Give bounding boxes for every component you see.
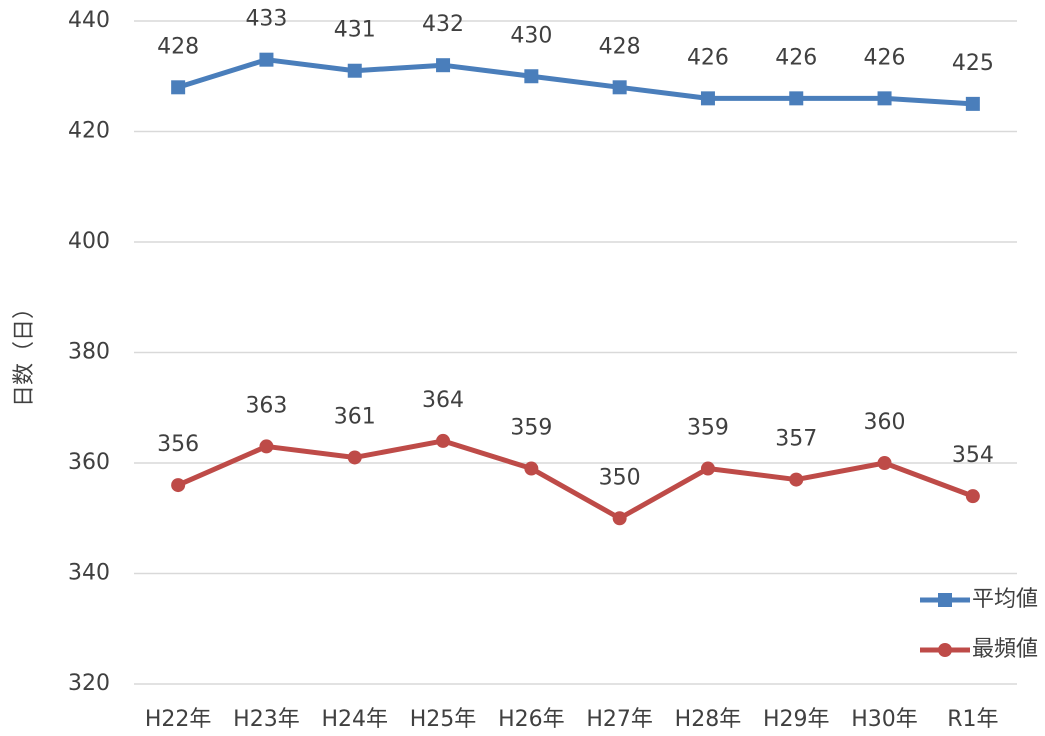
data-point <box>877 91 892 106</box>
data-point <box>700 91 715 106</box>
data-label: 360 <box>864 410 906 435</box>
data-label: 425 <box>952 51 994 76</box>
data-point <box>436 433 451 448</box>
data-label: 364 <box>422 388 464 413</box>
data-label: 426 <box>687 45 729 70</box>
y-tick-label: 360 <box>68 450 110 475</box>
legend-marker <box>938 643 952 657</box>
data-label: 428 <box>599 34 641 59</box>
y-tick-label: 420 <box>68 119 110 144</box>
y-axis-label: 日数（日） <box>12 297 37 407</box>
data-point <box>259 52 274 67</box>
x-tick-label: H23年 <box>233 707 300 732</box>
data-label: 357 <box>775 427 817 452</box>
data-label: 426 <box>864 45 906 70</box>
data-point <box>965 489 980 504</box>
data-label: 431 <box>334 18 376 43</box>
data-point <box>877 456 892 470</box>
data-point <box>965 96 980 111</box>
data-label: 428 <box>157 34 199 59</box>
x-tick-label: H27年 <box>586 707 653 732</box>
data-point <box>524 461 539 476</box>
data-label: 354 <box>952 443 994 468</box>
data-label: 359 <box>687 416 729 441</box>
data-point <box>612 80 627 95</box>
data-point <box>700 461 715 476</box>
data-point <box>436 58 451 73</box>
x-tick-label: H26年 <box>498 707 565 732</box>
data-point <box>789 472 804 487</box>
data-point <box>347 63 362 78</box>
data-label: 350 <box>599 465 641 490</box>
data-label: 359 <box>510 416 552 441</box>
legend-label: 平均値 <box>972 587 1038 612</box>
data-point <box>524 69 539 84</box>
data-label: 430 <box>510 23 552 48</box>
series-line <box>177 57 974 107</box>
data-label: 363 <box>245 393 287 418</box>
data-point <box>347 450 362 465</box>
legend-marker <box>938 593 952 607</box>
series-line <box>177 438 974 521</box>
data-point <box>171 80 186 95</box>
y-tick-label: 440 <box>68 8 110 33</box>
x-tick-label: H24年 <box>321 707 388 732</box>
y-tick-label: 400 <box>68 229 110 254</box>
legend-label: 最頻値 <box>972 637 1038 662</box>
data-label: 433 <box>245 7 287 32</box>
y-tick-label: 340 <box>68 561 110 586</box>
y-tick-label: 320 <box>68 671 110 696</box>
data-point <box>259 439 274 454</box>
x-tick-label: H29年 <box>763 707 830 732</box>
y-tick-label: 380 <box>68 340 110 365</box>
data-label: 426 <box>775 45 817 70</box>
data-label: 356 <box>157 432 199 457</box>
x-tick-label: H30年 <box>851 707 918 732</box>
data-label: 361 <box>334 404 376 429</box>
x-tick-label: H25年 <box>410 707 477 732</box>
x-tick-label: H22年 <box>145 707 212 732</box>
data-point <box>612 511 627 526</box>
data-label: 432 <box>422 12 464 37</box>
data-point <box>171 478 186 493</box>
x-tick-label: R1年 <box>947 707 998 732</box>
x-tick-label: H28年 <box>675 707 742 732</box>
data-point <box>789 91 804 106</box>
